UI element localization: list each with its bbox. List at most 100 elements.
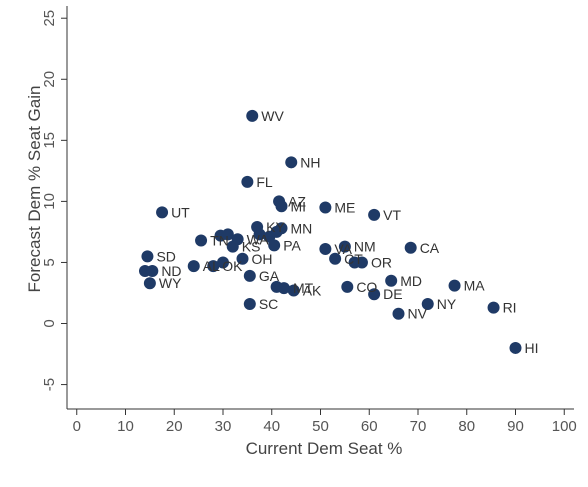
data-point-or (355, 256, 368, 269)
data-point-ks (226, 240, 239, 253)
data-point-mi (275, 200, 288, 213)
data-point-me (319, 201, 332, 214)
x-tick-label: 40 (263, 418, 280, 435)
point-label-de: DE (383, 286, 402, 302)
data-point-de (368, 288, 381, 301)
point-label-sc: SC (259, 296, 278, 312)
data-point-ak (287, 284, 300, 297)
point-label-mt: MT (293, 280, 314, 296)
point-label-vt: VT (383, 207, 401, 223)
x-tick-label: 70 (410, 418, 427, 435)
x-tick-label: 60 (361, 418, 378, 435)
point-label-ga: GA (259, 268, 280, 284)
point-label-wy: WY (159, 275, 182, 291)
point-label-ri: RI (503, 300, 517, 316)
point-label-tn: TN (210, 232, 229, 248)
data-point-mt (277, 282, 290, 295)
data-point-oh (236, 252, 249, 265)
point-label-hi: HI (525, 340, 539, 356)
data-point-nm (338, 240, 351, 253)
x-tick-label: 90 (507, 418, 524, 435)
point-label-ky: KY (266, 219, 285, 235)
data-point-ga (243, 269, 256, 282)
x-tick-label: 20 (166, 418, 183, 435)
point-label-wv: WV (261, 108, 284, 124)
point-label-or: OR (371, 254, 392, 270)
x-tick-label: 80 (458, 418, 475, 435)
data-point-vt (368, 208, 381, 221)
data-point-va (319, 243, 332, 256)
data-point-sc (243, 297, 256, 310)
point-label-ma: MA (464, 278, 486, 294)
axes-layer: 0 10 20 30 40 50 60 70 80 90 100 -5 0 5 10 15 20 25 (41, 6, 577, 435)
data-point-ny (421, 297, 434, 310)
y-tick-label: 0 (41, 319, 58, 327)
point-label-nd: ND (161, 263, 181, 279)
point-label-al: AL (203, 258, 220, 274)
x-tick-label: 30 (215, 418, 232, 435)
data-point-ma (448, 279, 461, 292)
points-layer (139, 109, 522, 354)
y-tick-label: 20 (41, 71, 58, 88)
data-point-nv (392, 307, 405, 320)
x-tick-label: 0 (73, 418, 81, 435)
point-label-fl: FL (256, 174, 273, 190)
data-point-nd (146, 265, 159, 278)
point-label-nh: NH (300, 154, 320, 170)
x-axis-title: Current Dem Seat % (246, 439, 403, 458)
data-point-pa (268, 239, 281, 252)
x-tick-label: 10 (117, 418, 134, 435)
point-label-wa: WA (247, 231, 270, 247)
point-label-ut: UT (171, 204, 190, 220)
point-label-sd: SD (156, 248, 175, 264)
data-point (221, 228, 234, 241)
data-point-ok (207, 260, 220, 273)
data-point-ct (329, 252, 342, 265)
point-label-ct: CT (344, 251, 363, 267)
data-point-al (187, 260, 200, 273)
point-label-md: MD (400, 273, 422, 289)
y-axis-title: Forecast Dem % Seat Gain (25, 86, 44, 293)
x-tick-label: 100 (552, 418, 577, 435)
data-point-sd (141, 250, 154, 263)
point-label-va: VA (334, 241, 352, 257)
data-point (253, 228, 266, 241)
point-label-nm: NM (354, 239, 376, 255)
data-point-nh (285, 156, 298, 169)
y-tick-label: 5 (41, 258, 58, 266)
x-tick-label: 50 (312, 418, 329, 435)
data-point-md (385, 274, 398, 287)
point-label-me: ME (334, 200, 355, 216)
data-point-co (341, 280, 354, 293)
y-tick-label: 10 (41, 193, 58, 210)
point-label-pa: PA (283, 237, 301, 253)
point-label-mi: MI (291, 198, 307, 214)
data-point-wv (246, 109, 259, 122)
data-point-fl (241, 175, 254, 188)
point-label-co: CO (356, 279, 377, 295)
y-tick-label: 25 (41, 10, 58, 27)
data-point-ut (156, 206, 169, 219)
data-point-ca (404, 241, 417, 254)
point-label-nv: NV (408, 306, 428, 322)
point-label-ak: AK (303, 283, 322, 299)
point-label-ca: CA (420, 240, 440, 256)
data-point (270, 225, 283, 238)
point-label-ks: KS (242, 239, 261, 255)
point-label-oh: OH (252, 251, 273, 267)
data-point-ri (487, 301, 500, 314)
point-label-ny: NY (437, 296, 457, 312)
data-point-wy (143, 277, 156, 290)
data-point-hi (509, 341, 522, 354)
point-label-az: AZ (288, 193, 306, 209)
y-tick-label: 15 (41, 132, 58, 149)
point-label-ok: OK (222, 258, 243, 274)
data-point-tn (195, 234, 208, 247)
point-label-mn: MN (291, 220, 313, 236)
y-tick-label: -5 (41, 378, 58, 391)
data-point (217, 256, 229, 269)
